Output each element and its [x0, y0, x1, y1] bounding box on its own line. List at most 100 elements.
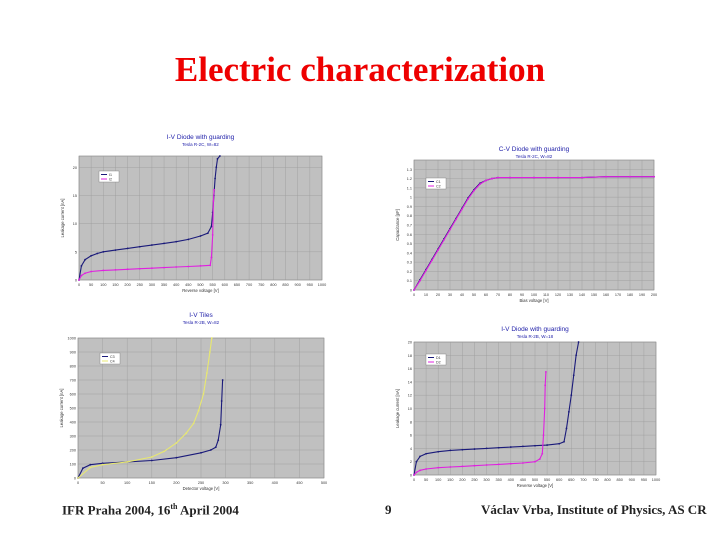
y-tick-label: 600 [70, 393, 76, 397]
data-point [175, 266, 178, 268]
x-tick-label: 750 [258, 283, 264, 287]
chart-title: I-V Diode with guarding [167, 134, 235, 141]
y-tick-label: 0.2 [407, 270, 412, 274]
page-number: 9 [385, 502, 392, 517]
x-tick-label: 900 [629, 478, 635, 482]
chart-cv-guarding: C-V Diode with guarding Tesla R-2C, W=82 0… [392, 142, 662, 307]
x-tick-label: 190 [639, 293, 645, 297]
data-point [485, 179, 487, 182]
y-tick-label: 0 [75, 279, 77, 283]
x-tick-label: 100 [531, 293, 537, 297]
data-point [546, 444, 548, 446]
data-point [150, 459, 153, 462]
x-tick-label: 100 [124, 481, 130, 485]
x-tick-label: 350 [496, 478, 502, 482]
x-tick-label: 850 [282, 283, 288, 287]
data-point [210, 337, 213, 339]
x-tick-label: 180 [627, 293, 633, 297]
y-tick-label: 1 [410, 196, 412, 200]
data-point [425, 452, 427, 455]
y-axis-label: Leakage current [nA] [59, 389, 64, 428]
y-tick-label: 300 [70, 435, 76, 439]
x-tick-label: 200 [173, 481, 179, 485]
chart-subtitle: Tesla R-2B, W=82 [183, 320, 220, 325]
data-point [90, 270, 93, 273]
x-tick-label: 550 [209, 283, 215, 287]
chart-iv-tiles: I-V Tiles Tesla R-2B, W=82 0 50 100 150 200 250… [48, 308, 333, 494]
data-point [138, 245, 141, 248]
data-point [175, 442, 178, 444]
x-tick-label: 110 [543, 293, 549, 297]
y-tick-label: 800 [70, 365, 76, 369]
series-line-C4 [77, 337, 213, 479]
y-axis-label: Capacitance [pF] [395, 209, 400, 241]
data-point [473, 189, 475, 192]
data-point [563, 440, 565, 443]
data-point [449, 466, 452, 468]
y-tick-label: 16 [408, 367, 412, 371]
data-point [163, 242, 165, 245]
y-tick-label: 15 [73, 194, 77, 198]
y-tick-label: 700 [70, 379, 76, 383]
data-point [114, 249, 117, 252]
data-point [544, 384, 547, 387]
data-point [102, 269, 105, 272]
data-point [82, 467, 84, 470]
x-tick-label: 1000 [652, 478, 660, 482]
legend-label: C4 [110, 359, 115, 363]
data-point [543, 407, 546, 410]
legend-label: D2 [436, 360, 441, 364]
x-tick-label: 50 [89, 283, 93, 287]
y-tick-label: 20 [73, 166, 77, 170]
x-tick-label: 400 [508, 478, 514, 482]
data-point [102, 250, 105, 253]
data-point [497, 176, 499, 179]
x-tick-label: 800 [270, 283, 276, 287]
data-point [114, 268, 117, 271]
data-point [192, 422, 195, 425]
data-point [206, 372, 208, 374]
data-point [126, 461, 129, 463]
x-tick-label: 550 [544, 478, 550, 482]
data-point [557, 176, 559, 179]
x-tick-label: 400 [173, 283, 179, 287]
data-point [437, 450, 440, 453]
x-tick-label: 850 [617, 478, 623, 482]
x-tick-label: 50 [100, 481, 104, 485]
x-tick-label: 60 [484, 293, 488, 297]
x-tick-label: 300 [149, 283, 155, 287]
x-tick-label: 10 [424, 293, 428, 297]
legend-label: I2 [109, 177, 112, 181]
x-tick-label: 0 [77, 481, 79, 485]
y-tick-label: 400 [70, 421, 76, 425]
data-point [138, 267, 141, 270]
data-point [151, 267, 153, 270]
data-point [509, 462, 512, 465]
legend-box [99, 352, 121, 365]
x-tick-label: 300 [483, 478, 489, 482]
data-point [96, 252, 99, 255]
y-tick-label: 0.7 [407, 224, 412, 228]
data-point [567, 410, 570, 413]
data-point [126, 268, 129, 271]
y-tick-label: 4 [410, 447, 412, 451]
x-tick-label: 750 [592, 478, 598, 482]
chart-subtitle: Tesla R-2C, W=82 [182, 142, 219, 147]
data-point [419, 279, 421, 282]
x-tick-label: 30 [448, 293, 452, 297]
x-tick-label: 150 [112, 283, 118, 287]
data-point [534, 460, 536, 463]
y-axis-label: Leakage current [nA] [60, 199, 65, 238]
y-tick-label: 0.9 [407, 205, 412, 209]
data-point [126, 247, 129, 250]
x-tick-label: 200 [651, 293, 657, 297]
data-point [455, 218, 457, 221]
data-point [89, 463, 92, 466]
x-tick-label: 950 [641, 478, 647, 482]
data-point [80, 274, 83, 277]
data-point [419, 455, 421, 458]
chart-title: C-V Diode with guarding [499, 146, 570, 153]
x-tick-label: 700 [246, 283, 252, 287]
